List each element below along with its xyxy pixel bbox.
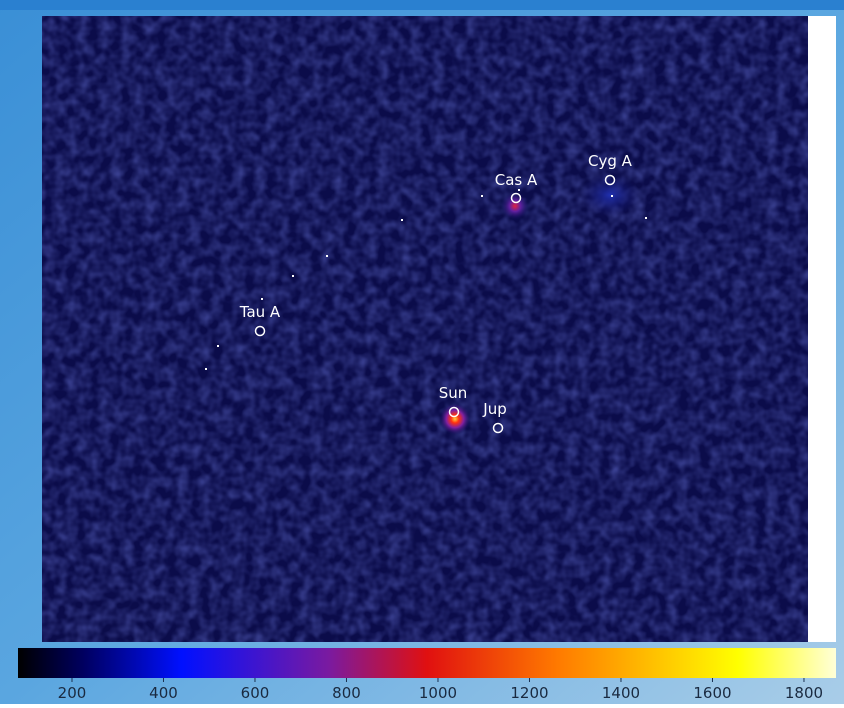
glow <box>580 173 640 217</box>
colorbar <box>18 648 836 678</box>
colorbar-tick-label: 800 <box>332 684 361 702</box>
colorbar-tick-label: 400 <box>149 684 178 702</box>
colorbar-tick-label: 1600 <box>693 684 731 702</box>
source-label: Jup <box>482 400 506 418</box>
scene: Cyg A Cas A Tau A Sun Jup 200 400 600 800 10… <box>0 0 844 704</box>
colorbar-tick-label: 600 <box>241 684 270 702</box>
colorbar-tick-label: 1000 <box>419 684 457 702</box>
colorbar-tick-label: 1800 <box>785 684 823 702</box>
colorbar-tick-label: 200 <box>58 684 87 702</box>
colorbar-tick-label: 1400 <box>602 684 640 702</box>
glow <box>501 192 529 220</box>
source-label: Sun <box>439 384 468 402</box>
sky-noise <box>42 16 808 642</box>
source-label: Cas A <box>495 171 538 189</box>
top-strip <box>0 0 844 10</box>
source-label: Tau A <box>239 303 281 321</box>
colorbar-tick-label: 1200 <box>510 684 548 702</box>
page: Cyg A Cas A Tau A Sun Jup 200 400 600 800 10… <box>0 0 844 704</box>
map-margin <box>808 16 836 642</box>
source-label: Cyg A <box>588 152 633 170</box>
